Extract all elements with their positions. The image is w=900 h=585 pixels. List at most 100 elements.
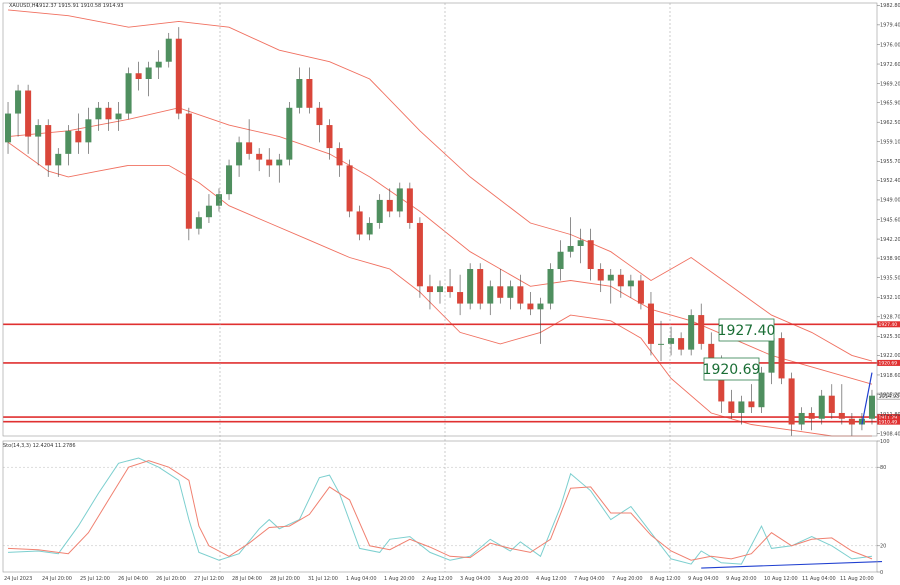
candle-body-7 [75,130,82,143]
time-tick-label-1: 24 Jul 20:00 [42,576,72,582]
candle-body-30 [306,79,313,108]
candle-body-38 [386,199,393,212]
chart-symbol-title: XAUUSD,H4 [9,3,39,9]
candle-body-20 [205,205,212,218]
candle-body-44 [447,286,454,293]
candle-body-45 [457,292,464,304]
time-tick-label-20: 10 Aug 12:00 [764,576,798,582]
candle-body-57 [577,240,584,246]
time-tick-label-13: 3 Aug 20:00 [498,576,529,582]
price-tick-label-8: 1955.70 [880,159,900,165]
price-tick-label-7: 1959.10 [880,140,900,146]
chart-ohlc-readout: 1912.37 1915.91 1910.58 1914.93 [36,3,123,9]
stochastic-pane[interactable] [3,457,883,569]
time-tick-label-4: 26 Jul 20:00 [156,576,186,582]
bollinger-middle-band [7,107,873,385]
price-tick-label-9: 1952.40 [880,178,900,184]
candle-body-12 [125,73,132,114]
candle-body-4 [45,125,52,166]
price-tick-label-19: 1918.60 [880,373,900,379]
candle-body-60 [607,274,614,281]
price-level-tag-1 [877,359,900,366]
candle-body-61 [617,274,624,287]
candle-body-43 [436,286,444,293]
candle-body-40 [406,188,413,223]
price-tick-label-15: 1932.10 [880,295,900,301]
annotation-level-1: 1927.40 [718,318,775,342]
candle-body-81 [818,395,825,419]
candle-body-10 [105,107,112,120]
candle-body-49 [497,286,504,298]
candle-body-67 [678,338,685,350]
price-level-tag-text-2: 1911.29 [879,415,898,421]
candle-body-48 [487,286,494,304]
candle-body-23 [236,142,243,166]
price-tick-label-13: 1938.90 [880,256,900,262]
price-trendline [861,372,873,425]
candle-body-74 [748,401,755,408]
price-level-tag-text-1: 1920.69 [879,361,898,367]
candle-body-47 [477,269,484,304]
candle-body-2 [25,90,32,137]
candle-body-64 [647,303,654,344]
candle-body-27 [276,159,283,166]
candle-body-1 [15,90,22,114]
time-tick-label-22: 11 Aug 20:00 [840,576,874,582]
candle-body-28 [286,107,293,160]
candle-body-14 [145,67,152,80]
candle-body-82 [828,395,835,413]
candle-body-50 [507,286,514,298]
price-tick-label-18: 1922.00 [880,353,900,359]
price-tick-label-20: 1915.20 [880,392,900,398]
time-tick-label-19: 9 Aug 20:00 [726,576,757,582]
stoch-main-line [7,457,873,565]
time-tick-label-21: 11 Aug 04:00 [802,576,836,582]
price-tick-label-21: 1911.80 [880,412,900,418]
price-tick-label-1: 1979.40 [880,23,900,29]
price-level-tag-text-3: 1910.49 [879,419,898,425]
candle-body-8 [85,119,92,143]
price-tick-label-11: 1945.60 [880,217,900,223]
time-tick-label-14: 4 Aug 12:00 [536,576,567,582]
candle-body-0 [5,113,12,143]
price-tick-label-2: 1976.00 [880,42,900,48]
candle-body-78 [788,378,795,425]
time-tick-label-8: 31 Jul 12:00 [308,576,338,582]
time-tick-label-3: 26 Jul 04:00 [118,576,148,582]
candle-body-86 [868,395,875,419]
candle-body-22 [226,165,233,195]
stochastic-title: Sto(14,3,3) 12.4204 11.2786 [3,443,76,449]
candle-body-36 [366,222,373,235]
candle-body-9 [95,107,102,120]
stoch-tick-label-1: 80 [880,465,886,471]
time-tick-label-18: 9 Aug 04:00 [688,576,719,582]
time-tick-label-6: 28 Jul 04:00 [232,576,262,582]
candle-body-51 [517,286,524,304]
candle-body-70 [708,343,715,362]
candle-body-59 [597,269,604,281]
price-tick-label-0: 1982.80 [880,3,900,9]
candle-body-62 [627,280,634,287]
price-tick-label-5: 1965.90 [880,100,900,106]
time-tick-label-16: 7 Aug 20:00 [612,576,643,582]
candle-body-41 [416,222,423,287]
price-tick-label-12: 1942.20 [880,237,900,243]
time-tick-label-9: 1 Aug 04:00 [346,576,377,582]
candle-body-76 [768,338,775,373]
candle-body-42 [426,286,433,293]
candle-body-84 [848,418,855,425]
candle-body-35 [356,211,363,235]
candle-body-75 [758,372,765,408]
candle-body-34 [346,165,353,212]
candle-body-68 [688,315,695,350]
candle-body-24 [246,142,253,154]
candle-body-65 [657,343,665,345]
candle-body-73 [738,401,745,413]
price-tick-label-22: 1908.40 [880,431,900,437]
price-level-tag-2 [877,414,900,421]
candle-body-55 [557,251,564,270]
bollinger-upper-band [7,9,873,362]
